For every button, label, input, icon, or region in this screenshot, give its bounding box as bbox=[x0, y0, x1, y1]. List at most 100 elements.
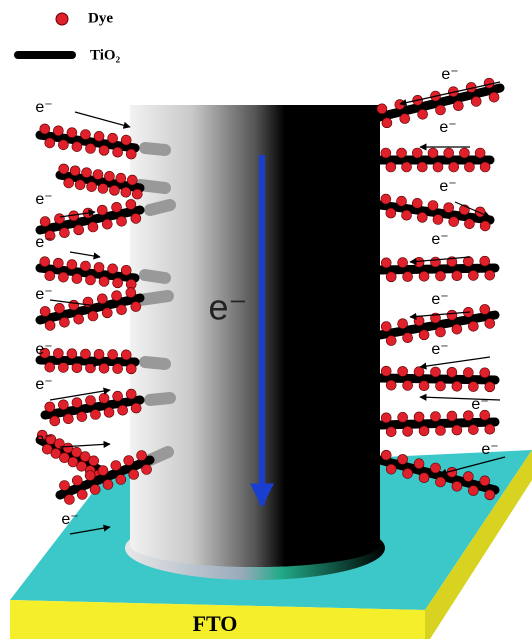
dye bbox=[112, 390, 123, 402]
dye bbox=[112, 146, 123, 158]
dye bbox=[418, 270, 430, 282]
dye bbox=[435, 326, 446, 338]
dye bbox=[87, 310, 99, 322]
electron-arrow bbox=[49, 387, 111, 401]
dye bbox=[71, 475, 83, 486]
dye bbox=[443, 147, 455, 159]
legend-dye: Dye bbox=[88, 10, 113, 26]
electron-label: e⁻ bbox=[35, 376, 52, 393]
dye bbox=[85, 395, 96, 406]
tio2-rod bbox=[35, 130, 140, 153]
electron-arrow bbox=[399, 81, 501, 107]
dye bbox=[73, 224, 85, 236]
dye bbox=[59, 316, 70, 328]
dye bbox=[53, 257, 64, 269]
dye bbox=[93, 262, 105, 273]
tio2-rod bbox=[375, 310, 500, 340]
dye bbox=[112, 277, 123, 289]
dye bbox=[418, 380, 430, 392]
electron-label: e⁻ bbox=[35, 191, 52, 208]
dye bbox=[451, 480, 463, 492]
dye bbox=[484, 489, 496, 501]
dye bbox=[97, 183, 109, 194]
electron-label: e⁻ bbox=[439, 178, 456, 195]
dye bbox=[103, 407, 115, 418]
dye bbox=[448, 216, 460, 227]
dye bbox=[120, 134, 132, 146]
dye bbox=[396, 195, 407, 207]
dye bbox=[98, 362, 110, 374]
dye bbox=[468, 270, 479, 281]
dye bbox=[130, 301, 142, 312]
dye bbox=[430, 462, 441, 474]
dye bbox=[68, 299, 80, 311]
electron-arrow bbox=[419, 356, 491, 370]
dye bbox=[80, 129, 91, 140]
dye bbox=[385, 426, 397, 438]
dye bbox=[416, 161, 428, 173]
dye bbox=[62, 442, 74, 454]
dye bbox=[430, 366, 441, 378]
dye bbox=[66, 259, 78, 270]
electron-arrow bbox=[74, 111, 131, 129]
dye bbox=[84, 470, 96, 481]
dye bbox=[90, 409, 101, 420]
dye bbox=[413, 256, 425, 268]
dye bbox=[413, 411, 425, 423]
dye bbox=[116, 215, 127, 227]
dye bbox=[63, 177, 75, 189]
dye bbox=[376, 103, 388, 115]
rod-stub bbox=[144, 392, 176, 406]
dye bbox=[128, 469, 140, 480]
dye bbox=[380, 257, 392, 269]
dye bbox=[79, 451, 91, 462]
dye bbox=[435, 476, 446, 488]
tio2-rod bbox=[375, 373, 500, 385]
dye bbox=[80, 348, 91, 360]
dye bbox=[435, 425, 446, 436]
dye bbox=[399, 113, 411, 124]
dye bbox=[73, 313, 85, 325]
rod-stub bbox=[134, 179, 171, 194]
dye bbox=[385, 463, 397, 475]
dye bbox=[39, 347, 51, 359]
dye bbox=[397, 412, 408, 423]
dye bbox=[115, 474, 127, 485]
dye bbox=[96, 293, 108, 305]
dye bbox=[468, 381, 479, 392]
dye bbox=[430, 256, 441, 268]
dye bbox=[432, 161, 444, 173]
rod-stub bbox=[139, 356, 171, 370]
dye bbox=[107, 349, 118, 360]
dye bbox=[102, 479, 114, 490]
dye bbox=[54, 213, 65, 225]
dye bbox=[120, 264, 132, 276]
dye bbox=[98, 276, 110, 287]
tio2-rod bbox=[370, 83, 505, 123]
dye bbox=[58, 362, 69, 373]
electron-label: e⁻ bbox=[431, 291, 448, 308]
dye bbox=[380, 449, 392, 461]
dye bbox=[474, 206, 486, 218]
dye bbox=[459, 147, 470, 159]
tio2-rod bbox=[35, 355, 140, 367]
tio2-rod bbox=[375, 455, 500, 495]
dye bbox=[53, 348, 64, 359]
tio2-rod bbox=[40, 395, 145, 420]
dye bbox=[402, 468, 413, 479]
dye bbox=[41, 443, 53, 455]
electron-arrow bbox=[409, 256, 471, 266]
dye bbox=[54, 438, 65, 450]
dye bbox=[125, 287, 137, 298]
electron-arrow bbox=[439, 456, 506, 476]
dye bbox=[125, 363, 137, 375]
legend-tio2: TiO₂ bbox=[90, 47, 121, 63]
electron-label: e⁻ bbox=[35, 431, 52, 448]
dye bbox=[470, 96, 482, 107]
dye bbox=[111, 201, 122, 213]
dye bbox=[59, 227, 70, 239]
dye bbox=[125, 148, 137, 160]
dye bbox=[59, 480, 70, 491]
nanotube-bottom bbox=[130, 523, 380, 567]
